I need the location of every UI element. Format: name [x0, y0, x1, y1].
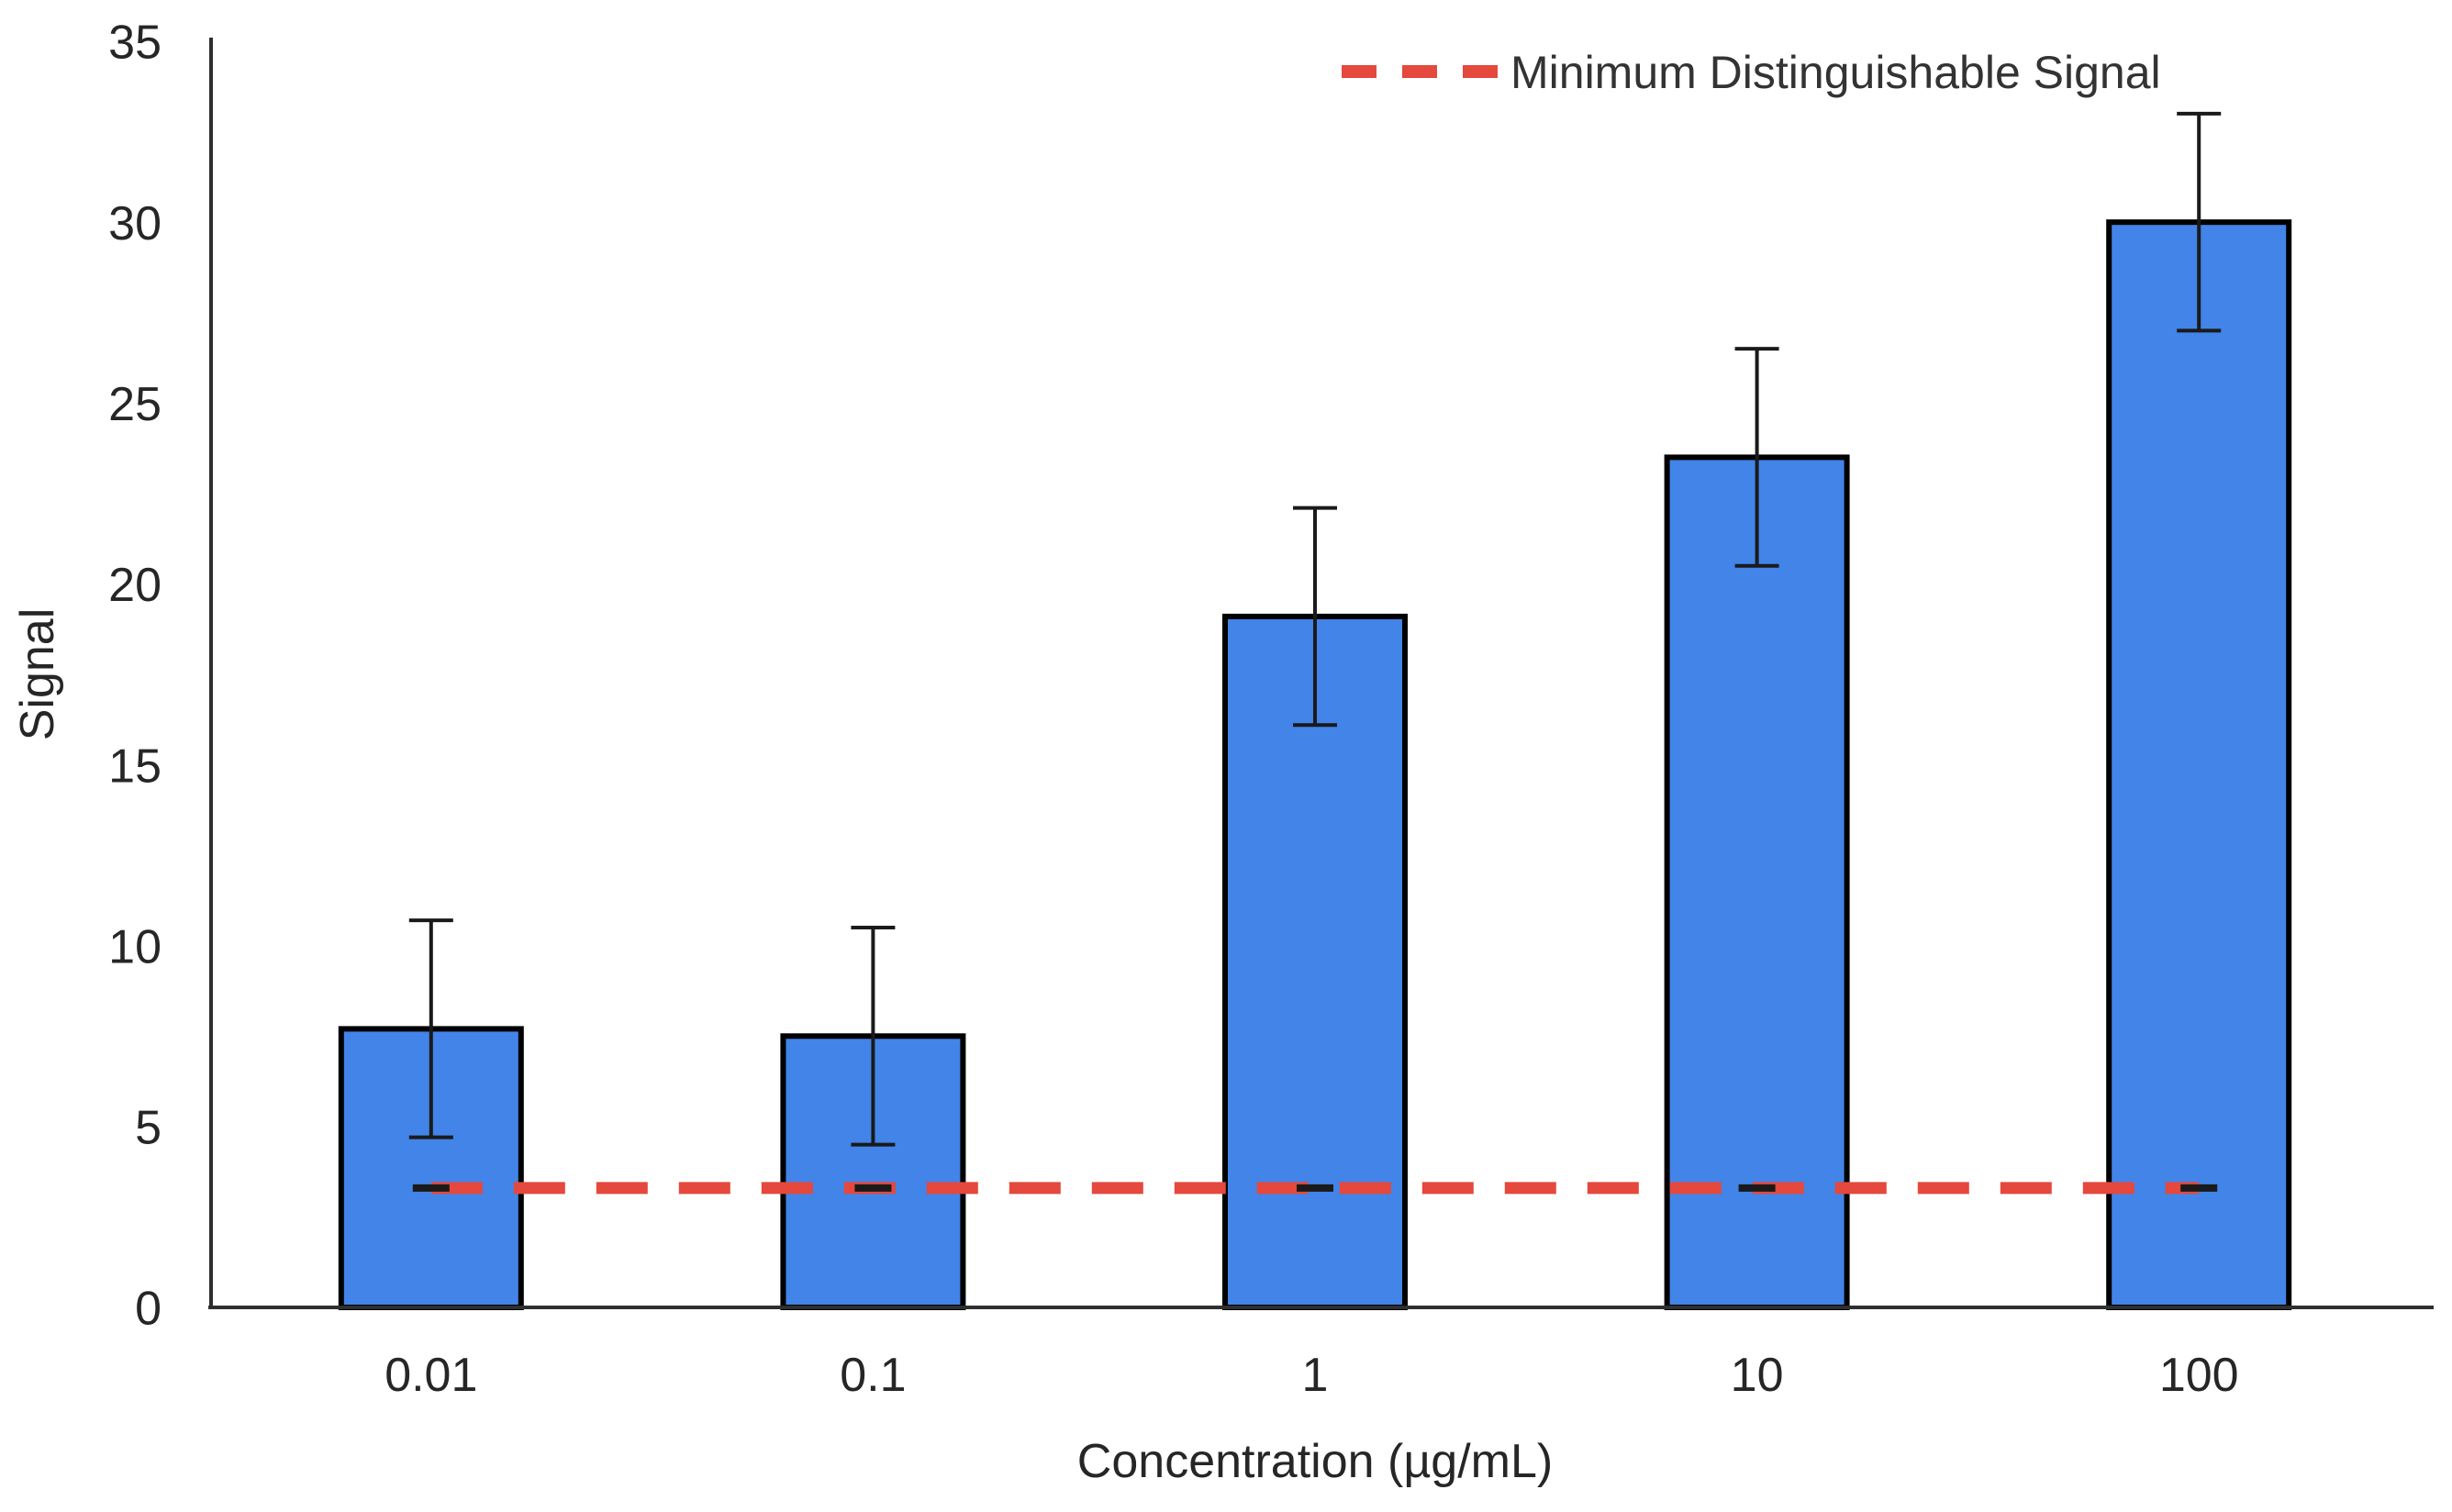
legend-label: Minimum Distinguishable Signal	[1510, 47, 2161, 98]
legend: Minimum Distinguishable Signal	[1342, 47, 2161, 98]
x-tick-label: 1	[1302, 1349, 1329, 1402]
y-tick-label: 35	[108, 17, 162, 70]
y-axis-title: Signal	[11, 608, 64, 741]
x-tick-label: 0.1	[840, 1349, 906, 1402]
x-tick-label: 100	[2159, 1349, 2239, 1402]
y-tick-label: 15	[108, 739, 162, 793]
y-tick-label: 10	[108, 920, 162, 973]
y-tick-label: 25	[108, 378, 162, 431]
bar-100	[2106, 219, 2292, 1311]
y-tick-label: 30	[108, 197, 162, 250]
bar-10	[1664, 454, 1850, 1310]
x-axis-title: Concentration (µg/mL)	[1077, 1435, 1553, 1488]
y-tick-label: 20	[108, 559, 162, 612]
y-tick-label: 0	[135, 1283, 162, 1336]
plot-area: 0 5 10 15 20 25 30 35 0.01 0.1 1 10 100	[108, 17, 2434, 1402]
y-tick-label: 5	[135, 1102, 162, 1155]
x-tick-label: 10	[1731, 1349, 1784, 1402]
x-tick-label: 0.01	[385, 1349, 477, 1402]
